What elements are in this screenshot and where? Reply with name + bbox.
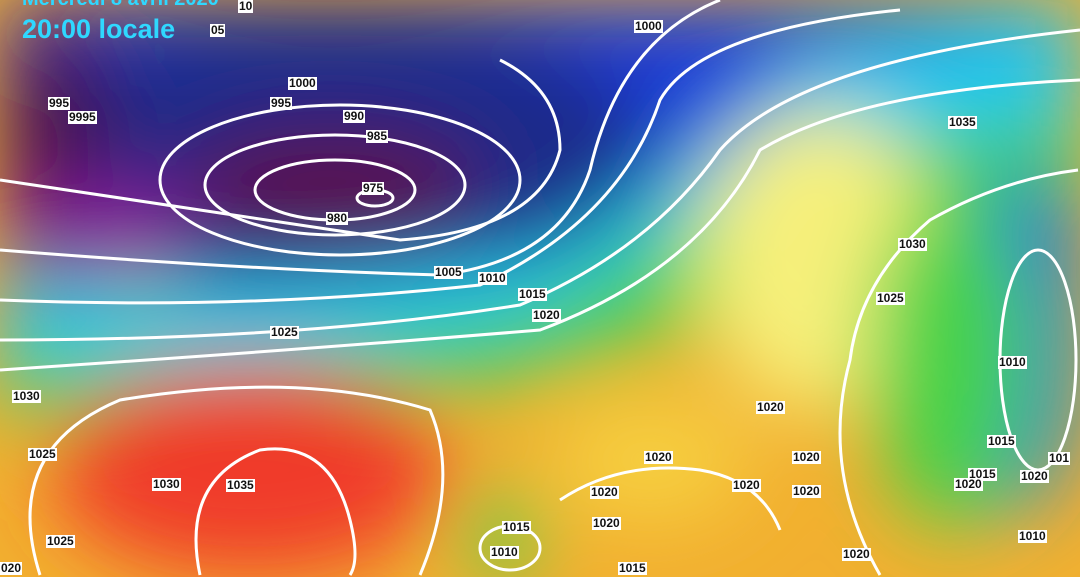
isobar-label: 1010	[1018, 529, 1047, 543]
isobar-label: 9995	[68, 110, 97, 124]
isobar-label: 1020	[590, 485, 619, 499]
isobar-label: 995	[270, 96, 293, 110]
isobar-label: 1030	[152, 477, 181, 491]
isobar-label: 990	[343, 109, 366, 123]
isobar-label: 1020	[792, 450, 821, 464]
isobar-label: 1025	[270, 325, 299, 339]
isobar-label: 1020	[644, 450, 673, 464]
isobar-label: 1035	[226, 478, 255, 492]
isobar-label: 1005	[434, 265, 463, 279]
isobar-label: 1010	[490, 545, 519, 559]
isobar-label: 101	[1048, 451, 1071, 465]
isobar-label: 1015	[987, 434, 1016, 448]
isobar-label: 975	[362, 181, 385, 195]
isobar-label: 1015	[518, 287, 547, 301]
isobar-label: 10	[238, 0, 254, 13]
isobar-label: 1030	[12, 389, 41, 403]
isobar-label: 1020	[592, 516, 621, 530]
isobar-label: 1015	[618, 561, 647, 575]
isobar-label: 1010	[478, 271, 507, 285]
isobar-label: 1015	[968, 467, 997, 481]
isobar-label: 1000	[634, 19, 663, 33]
isobar-label: 1020	[954, 477, 983, 491]
isobar-label: 1010	[998, 355, 1027, 369]
isobar-label: 980	[326, 211, 349, 225]
isobar-label: 1020	[792, 484, 821, 498]
forecast-date: Mercredi 8 avril 2020	[22, 0, 219, 11]
isobar-label: 1020	[842, 547, 871, 561]
isobar-label: 1020	[756, 400, 785, 414]
isobar-label: 1000	[288, 76, 317, 90]
isobar-label: 1035	[948, 115, 977, 129]
isobar-label: 995	[48, 96, 71, 110]
isobar-label: 020	[0, 561, 23, 575]
isobar-label: 1020	[1020, 469, 1049, 483]
isobar-label: 1030	[898, 237, 927, 251]
isobar-label: 1020	[732, 478, 761, 492]
forecast-time: 20:00 locale	[22, 14, 176, 44]
isobar-label: 1025	[876, 291, 905, 305]
isobar-label: 1015	[502, 520, 531, 534]
isobar-label: 05	[210, 23, 226, 37]
isobar-label: 985	[366, 129, 389, 143]
isobar-label: 1020	[532, 308, 561, 322]
isobar-label: 1025	[46, 534, 75, 548]
isobar-label: 1025	[28, 447, 57, 461]
